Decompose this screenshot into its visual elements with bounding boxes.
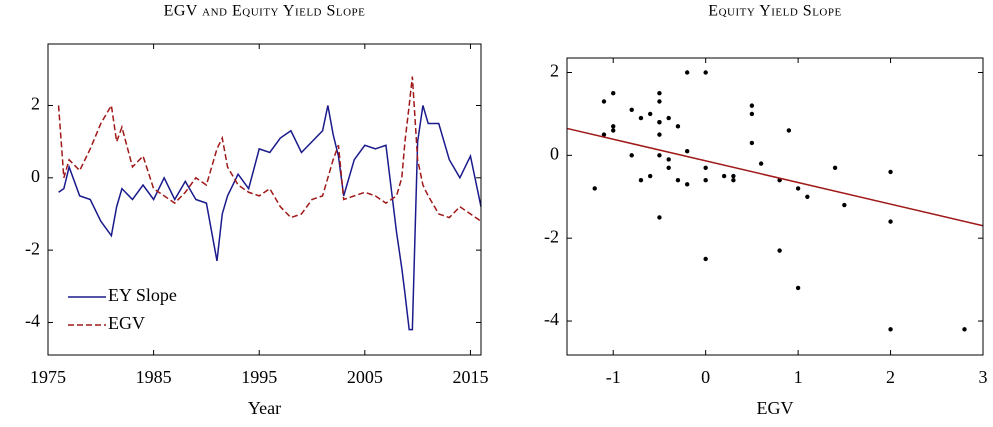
scatter-point bbox=[657, 215, 662, 220]
scatter-point bbox=[703, 70, 708, 75]
scatter-point bbox=[805, 194, 810, 199]
scatter-point bbox=[657, 91, 662, 96]
scatter-point bbox=[962, 327, 967, 332]
scatter-point bbox=[749, 140, 755, 146]
scatter-point bbox=[684, 182, 690, 187]
scatter-point bbox=[638, 115, 644, 121]
scatter-point bbox=[675, 177, 681, 183]
scatter-point bbox=[601, 99, 607, 104]
y-tick-label: -2 bbox=[544, 226, 559, 246]
legend-label: EY Slope bbox=[108, 285, 177, 305]
x-tick-label: 2005 bbox=[347, 367, 383, 387]
x-tick-label: 0 bbox=[701, 367, 710, 387]
y-tick-label: -2 bbox=[25, 238, 40, 258]
scatter-point bbox=[786, 128, 792, 133]
series-line bbox=[57, 76, 482, 222]
scatter-point bbox=[638, 177, 644, 183]
y-tick-label: -4 bbox=[544, 309, 559, 329]
scatter-point bbox=[703, 177, 708, 183]
legend-label: EGV bbox=[108, 313, 145, 333]
chart-title: EGV and Equity Yield Slope bbox=[164, 3, 366, 20]
series-line bbox=[58, 105, 482, 331]
scatter-point bbox=[842, 202, 847, 208]
y-tick-label: 0 bbox=[550, 143, 559, 163]
scatter-point bbox=[888, 169, 893, 175]
scatter-point bbox=[832, 165, 838, 170]
scatter-point bbox=[731, 173, 736, 179]
scatter-point bbox=[888, 219, 893, 224]
x-axis-label: Year bbox=[248, 398, 281, 418]
scatter-point bbox=[888, 327, 893, 332]
scatter-point bbox=[666, 165, 671, 170]
scatter-point bbox=[648, 111, 653, 117]
x-tick-label: 2 bbox=[886, 367, 895, 387]
scatter-point bbox=[629, 153, 634, 158]
scatter-point bbox=[795, 186, 801, 191]
scatter-point bbox=[684, 70, 690, 75]
scatter-point bbox=[795, 285, 801, 291]
scatter-point bbox=[703, 165, 708, 170]
scatter-point bbox=[777, 248, 782, 253]
scatter-point bbox=[657, 120, 662, 125]
scatter-point bbox=[592, 186, 597, 191]
scatter-point bbox=[666, 115, 671, 121]
x-axis-label: EGV bbox=[757, 398, 794, 418]
scatter-point bbox=[703, 256, 708, 262]
x-tick-label: -1 bbox=[606, 367, 621, 387]
scatter-point bbox=[611, 124, 616, 129]
x-tick-label: 1985 bbox=[136, 367, 172, 387]
scatter-point bbox=[611, 91, 616, 96]
fit-line bbox=[566, 127, 984, 227]
scatter-point bbox=[601, 132, 607, 137]
y-tick-label: -4 bbox=[25, 311, 40, 331]
scatter-point bbox=[657, 132, 662, 137]
scatter-point bbox=[721, 173, 727, 179]
x-tick-label: 1975 bbox=[30, 367, 66, 387]
scatter-point bbox=[611, 128, 616, 133]
plot-frame bbox=[47, 43, 482, 356]
scatter-point bbox=[758, 161, 764, 166]
x-tick-label: 1 bbox=[794, 367, 803, 387]
x-tick-label: 2015 bbox=[452, 367, 488, 387]
plot-frame bbox=[566, 57, 984, 356]
scatter-point bbox=[675, 124, 681, 129]
chart-title: Equity Yield Slope bbox=[708, 3, 841, 20]
x-tick-label: 1995 bbox=[241, 367, 277, 387]
y-tick-label: 2 bbox=[550, 61, 559, 81]
scatter-point bbox=[648, 173, 653, 179]
scatter-point bbox=[657, 99, 662, 104]
scatter-point bbox=[749, 103, 755, 108]
scatter-point bbox=[684, 149, 690, 154]
y-tick-label: 2 bbox=[31, 94, 40, 114]
y-tick-label: 0 bbox=[31, 166, 40, 186]
scatter-point bbox=[666, 157, 671, 162]
scatter-point bbox=[657, 153, 662, 158]
scatter-point bbox=[731, 177, 736, 183]
scatter-point bbox=[749, 111, 755, 117]
scatter-point bbox=[629, 107, 634, 112]
x-tick-label: 3 bbox=[979, 367, 988, 387]
